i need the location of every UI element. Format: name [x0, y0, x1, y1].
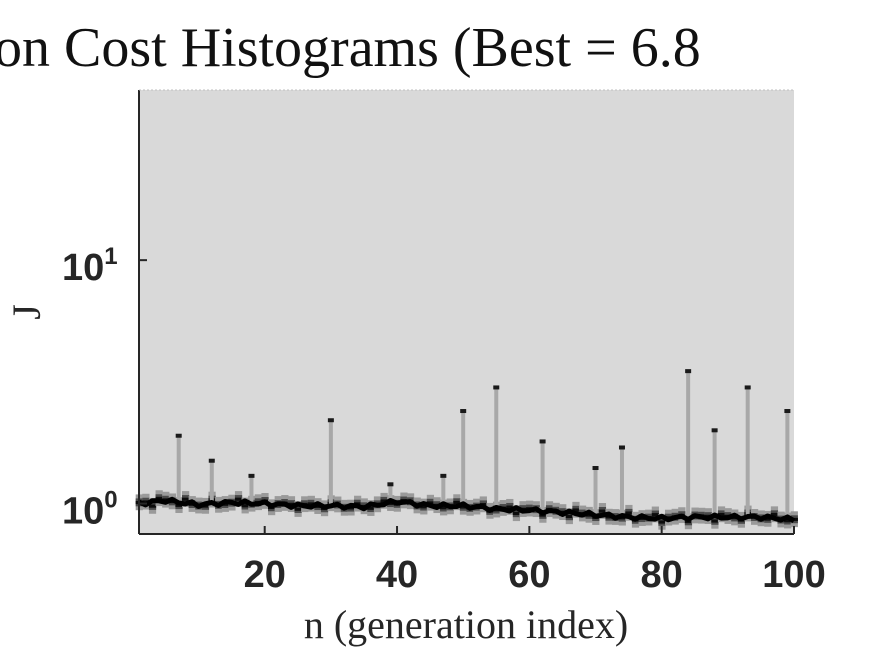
- heatmap-spike-peak: [592, 466, 599, 471]
- heatmap-spike-peak: [711, 428, 718, 433]
- heatmap-cell: [459, 505, 468, 509]
- y-tick-base: 10: [62, 491, 104, 533]
- heatmap-spike-peak: [248, 473, 255, 478]
- heatmap-cell: [182, 497, 190, 501]
- heatmap-spike: [388, 484, 393, 503]
- heatmap-spike-peak: [460, 409, 467, 414]
- heatmap-spike: [176, 435, 181, 503]
- y-tick-exponent: 1: [104, 243, 117, 270]
- heatmap-spike: [593, 468, 598, 515]
- heatmap-spike-peak: [175, 433, 182, 438]
- heatmap-spike-peak: [685, 369, 692, 374]
- heatmap-spike: [712, 430, 717, 518]
- heatmap-cell: [420, 505, 428, 509]
- y-tick-exponent: 0: [104, 487, 117, 514]
- heatmap-spike: [328, 420, 333, 506]
- heatmap-spike-peak: [387, 482, 394, 487]
- heatmap-spike: [686, 371, 691, 518]
- heatmap-spike: [494, 387, 499, 510]
- heatmap-cell: [440, 506, 448, 510]
- heatmap-spike: [461, 411, 466, 506]
- heatmap-spike-peak: [618, 445, 625, 450]
- x-tick-label: 80: [641, 554, 683, 596]
- heatmap-cell: [565, 514, 573, 519]
- x-ticks: 20 40 60 80 100: [244, 526, 826, 596]
- heatmap-spike: [441, 475, 446, 506]
- heatmap-spike: [619, 447, 624, 517]
- heatmap-spike-peak: [440, 473, 447, 478]
- heatmap-spike: [540, 441, 545, 512]
- heatmap-spike: [745, 387, 750, 518]
- heatmap-cell: [572, 508, 580, 512]
- heatmap-spike: [785, 411, 790, 520]
- heatmap-cell: [651, 513, 659, 517]
- heatmap-spike-peak: [539, 439, 546, 444]
- median-ridge-line: [137, 496, 796, 523]
- x-tick-label: 40: [376, 554, 418, 596]
- heatmap-cell: [287, 502, 296, 506]
- heatmap-cell: [380, 499, 388, 503]
- heatmap-cell: [770, 512, 779, 517]
- x-tick-label: 20: [244, 554, 286, 596]
- plot-area: [139, 90, 794, 535]
- heatmap-cell: [241, 504, 249, 508]
- heatmap-cell: [387, 501, 395, 505]
- heatmap-spikes: [175, 369, 791, 520]
- y-tick-base: 10: [62, 247, 104, 289]
- heatmap-cell: [717, 512, 726, 517]
- heatmap-spike-peak: [208, 458, 215, 463]
- heatmap-spike: [209, 460, 214, 504]
- x-tick-label: 100: [762, 554, 825, 596]
- heatmap-cell: [453, 500, 461, 505]
- x-tick-label: 60: [508, 554, 550, 596]
- heatmap-cell: [625, 511, 633, 515]
- heatmap-spike-peak: [493, 385, 500, 390]
- heatmap-cell: [234, 497, 243, 501]
- heatmap-spike: [249, 475, 254, 504]
- x-axis-label: n (generation index): [304, 602, 628, 647]
- heatmap-cell: [784, 519, 792, 523]
- heatmap-cell: [598, 509, 607, 513]
- heatmap-cell: [148, 504, 157, 508]
- y-tick-label: 101: [62, 243, 118, 289]
- y-tick-label: 100: [62, 487, 118, 533]
- heatmap-cell: [506, 505, 514, 509]
- heatmap-cell: [711, 519, 719, 523]
- heatmap-cell: [764, 517, 772, 521]
- heatmap-cell: [367, 506, 375, 510]
- heatmap-spike-peak: [744, 385, 751, 390]
- y-axis-label: J: [4, 304, 49, 320]
- heatmap-spike-peak: [784, 409, 791, 414]
- chart-title: on Cost Histograms (Best = 6.8: [0, 17, 701, 79]
- heatmap-cell: [512, 511, 521, 515]
- heatmap-cell: [294, 507, 302, 511]
- heatmap-cell: [307, 502, 315, 506]
- heatmap-spike-peak: [327, 418, 334, 423]
- heatmap-cell: [658, 520, 666, 524]
